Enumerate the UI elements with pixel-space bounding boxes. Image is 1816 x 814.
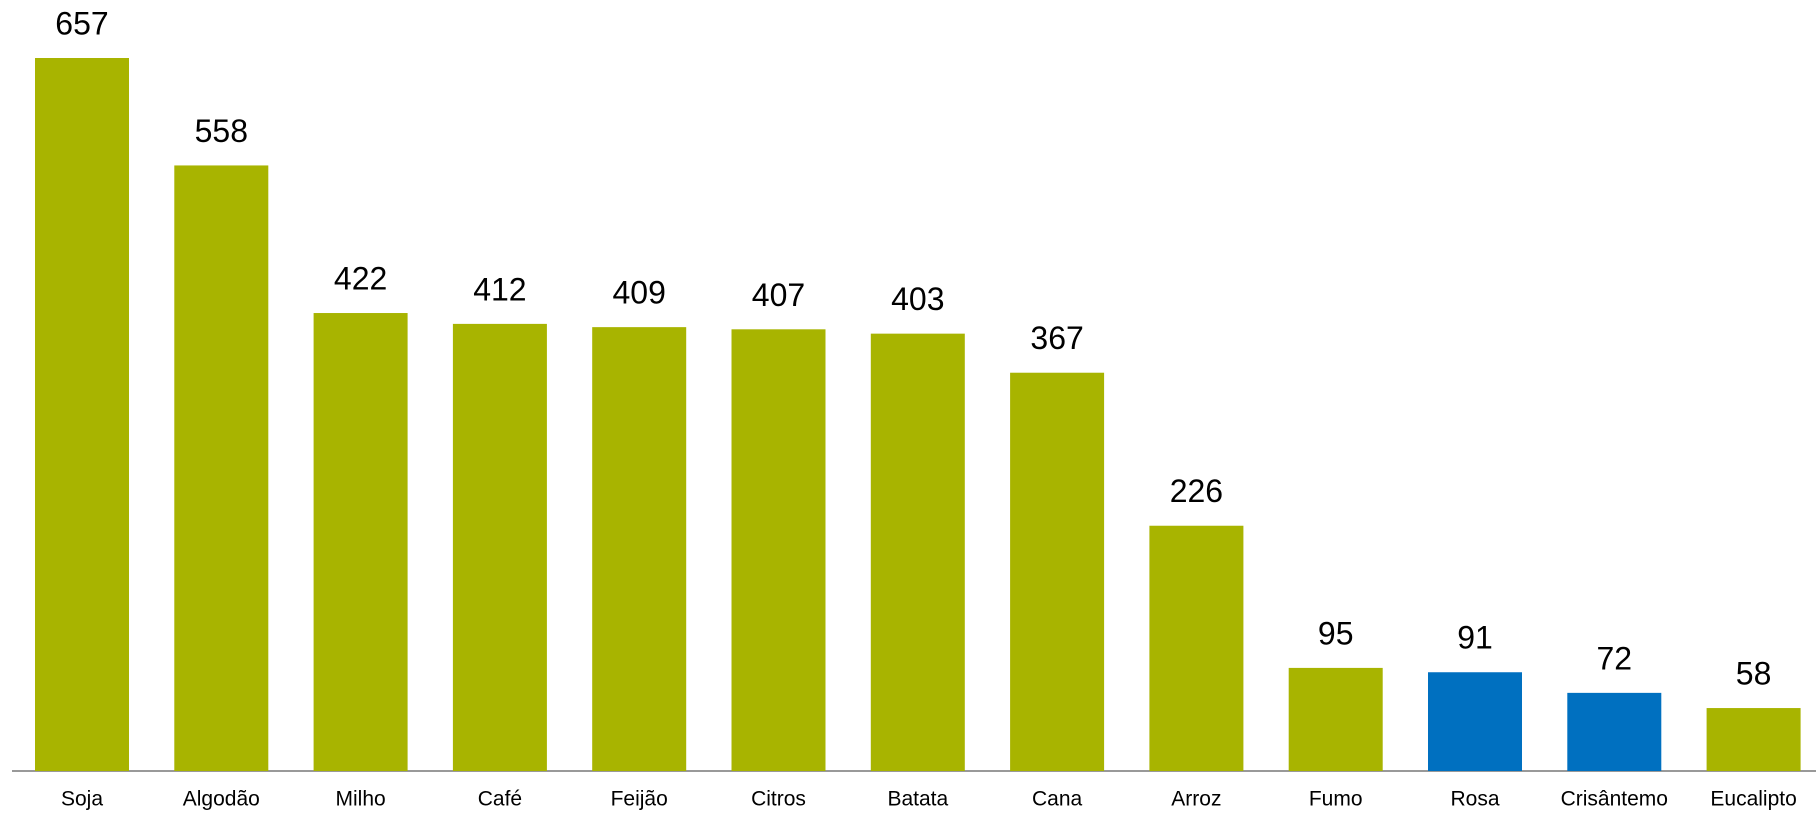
value-label: 403 [891, 281, 944, 317]
bar [174, 165, 269, 771]
x-tick-label: Cana [1032, 788, 1083, 811]
value-label: 407 [752, 277, 805, 313]
bar [1010, 372, 1105, 771]
value-label: 95 [1318, 615, 1354, 651]
value-label: 367 [1030, 320, 1083, 356]
bar [731, 329, 826, 771]
bar [313, 313, 408, 771]
x-tick-label: Fumo [1309, 788, 1363, 811]
x-tick-label: Rosa [1450, 788, 1499, 811]
value-label: 58 [1736, 656, 1772, 692]
bar [1706, 708, 1801, 771]
bar [1288, 667, 1383, 771]
x-tick-label: Crisântemo [1561, 788, 1668, 811]
value-label: 412 [473, 271, 526, 307]
bar [452, 323, 547, 771]
bar [35, 58, 129, 771]
x-tick-label: Eucalipto [1710, 788, 1796, 811]
value-label: 72 [1597, 640, 1633, 676]
x-tick-label: Soja [61, 788, 103, 811]
bar [1428, 672, 1522, 771]
bar [870, 333, 965, 771]
value-label: 226 [1170, 473, 1223, 509]
value-label: 558 [195, 113, 248, 149]
x-tick-label: Arroz [1171, 788, 1221, 811]
bar [1149, 525, 1244, 771]
value-label: 422 [334, 260, 387, 296]
x-tick-label: Milho [336, 788, 386, 811]
x-tick-label: Feijão [611, 788, 668, 811]
value-label: 91 [1457, 620, 1493, 656]
x-tick-label: Batata [887, 788, 948, 811]
value-label: 409 [613, 275, 666, 311]
x-tick-label: Citros [751, 788, 806, 811]
x-tick-label: Café [478, 788, 522, 811]
value-label: 657 [55, 5, 108, 41]
bar [1567, 692, 1662, 771]
x-tick-label: Algodão [183, 788, 260, 811]
bar [592, 327, 687, 771]
